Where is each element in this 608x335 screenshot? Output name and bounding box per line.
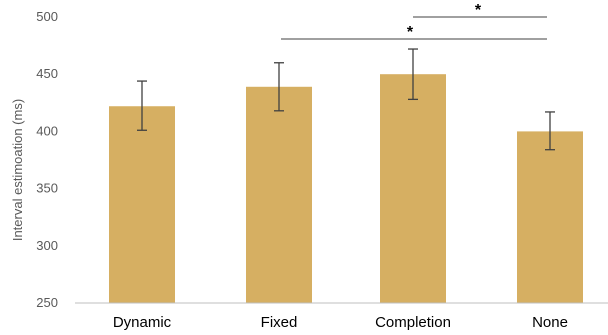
x-tick-label: Dynamic: [113, 314, 172, 331]
y-axis-label: Interval estimoation (ms): [10, 99, 25, 241]
error-bar: [137, 80, 147, 131]
significance-bracket: *: [413, 2, 547, 19]
error-bar: [408, 48, 418, 101]
x-tick-label: Fixed: [261, 314, 298, 331]
bar-completion: [380, 74, 446, 303]
significance-bracket: *: [281, 24, 547, 41]
error-bar: [545, 111, 555, 151]
y-tick-label: 400: [36, 123, 58, 138]
significance-star: *: [407, 24, 414, 41]
significance-star: *: [475, 2, 482, 19]
y-tick-label: 500: [36, 9, 58, 24]
bar-fixed: [246, 86, 312, 303]
y-tick-label: 350: [36, 181, 58, 196]
y-tick-label: 300: [36, 238, 58, 253]
bar-dynamic: [109, 106, 175, 304]
y-tick-label: 450: [36, 66, 58, 81]
x-tick-label: Completion: [375, 314, 451, 331]
x-tick-label: None: [532, 314, 568, 331]
bar-none: [517, 131, 583, 303]
error-bar: [274, 62, 284, 112]
y-tick-label: 250: [36, 295, 58, 310]
